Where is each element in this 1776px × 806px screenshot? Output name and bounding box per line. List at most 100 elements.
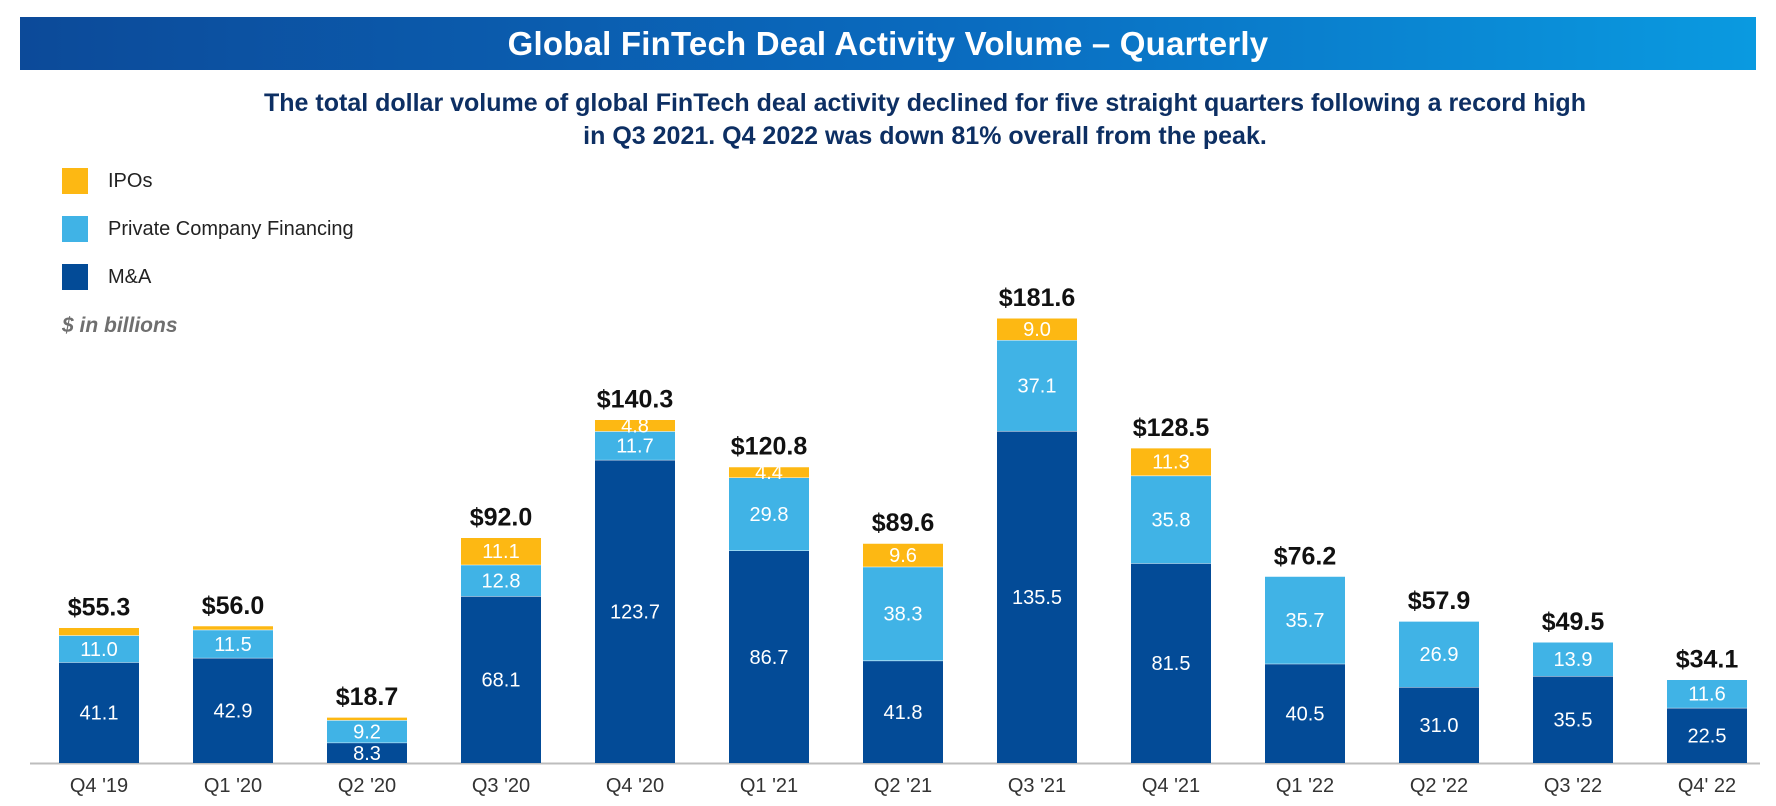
segment-value-label: 135.5 — [1012, 587, 1062, 609]
bar-segment-m-a — [1667, 707, 1747, 763]
legend-label-ma: M&A — [108, 265, 152, 288]
segment-value-label: 41.8 — [884, 702, 923, 724]
bar-segment-private-company-financing — [193, 629, 273, 658]
x-tick-label: Q1 '22 — [1276, 775, 1334, 797]
chart-title: Global FinTech Deal Activity Volume – Qu… — [507, 24, 1269, 62]
segment-value-label: 86.7 — [750, 647, 789, 669]
legend-item-ma: M&A — [62, 264, 354, 290]
bar-segment-private-company-financing — [729, 477, 809, 551]
x-tick-label: Q2 '22 — [1410, 775, 1468, 797]
segment-value-label: 9.2 — [353, 721, 381, 743]
legend-swatch-private-financing — [62, 216, 88, 242]
bar-segment-m-a — [461, 596, 541, 763]
bar-segment-private-company-financing — [59, 635, 139, 663]
x-tick-label: Q4' 22 — [1678, 775, 1736, 797]
bar-segment-private-company-financing — [461, 564, 541, 597]
segment-value-label: 12.8 — [482, 570, 521, 592]
segment-value-label: 29.8 — [750, 504, 789, 526]
segment-value-label: 11.3 — [1152, 452, 1189, 474]
segment-value-label: 11.1 — [482, 541, 519, 563]
bar-segment-ipos — [595, 419, 675, 432]
legend: IPOs Private Company Financing M&A — [62, 168, 354, 312]
bar-segment-private-company-financing — [327, 720, 407, 743]
bar-total-label: $128.5 — [1133, 414, 1210, 442]
x-tick-label: Q3 '20 — [472, 775, 530, 797]
bar-total-label: $92.0 — [470, 504, 533, 532]
bar-total-label: $49.5 — [1542, 608, 1605, 636]
segment-value-label: 11.0 — [80, 639, 117, 661]
bar-total-label: $76.2 — [1274, 542, 1337, 570]
segment-value-label: 11.6 — [1688, 684, 1725, 706]
legend-label-private-financing: Private Company Financing — [108, 217, 354, 240]
segment-value-label: 13.9 — [1554, 649, 1593, 671]
segment-value-label: 9.0 — [1023, 319, 1051, 341]
legend-swatch-ipos — [62, 168, 88, 194]
legend-label-ipos: IPOs — [108, 169, 153, 192]
x-tick-label: Q4 '19 — [70, 775, 128, 797]
bar-segment-m-a — [1533, 676, 1613, 763]
bar-segment-m-a — [193, 657, 273, 763]
legend-swatch-ma — [62, 264, 88, 290]
bar-segment-private-company-financing — [863, 566, 943, 661]
bar-total-label: $56.0 — [202, 592, 265, 620]
bar-segment-m-a — [1131, 563, 1211, 763]
bar-segment-ipos — [193, 625, 273, 630]
segment-value-label: 35.5 — [1554, 710, 1593, 732]
legend-item-private-financing: Private Company Financing — [62, 216, 354, 242]
segment-value-label: 11.7 — [616, 436, 653, 458]
bar-segment-private-company-financing — [1667, 679, 1747, 708]
bar-total-label: $18.7 — [336, 683, 399, 711]
bar-segment-private-company-financing — [997, 340, 1077, 431]
segment-value-label: 38.3 — [884, 604, 923, 626]
bar-segment-m-a — [863, 660, 943, 763]
bar-segment-ipos — [863, 543, 943, 567]
segment-value-label: 42.9 — [214, 700, 253, 722]
bar-segment-m-a — [729, 550, 809, 763]
segment-value-label: 31.0 — [1420, 715, 1459, 737]
segment-value-label: 8.3 — [353, 743, 381, 765]
segment-value-label: 35.8 — [1152, 509, 1191, 531]
bar-segment-ipos — [997, 318, 1077, 341]
legend-item-ipos: IPOs — [62, 168, 354, 194]
bar-total-label: $120.8 — [731, 433, 808, 461]
segment-value-label: 123.7 — [610, 601, 660, 623]
x-tick-label: Q1 '21 — [740, 775, 798, 797]
chart-subtitle: The total dollar volume of global FinTec… — [264, 89, 1586, 150]
segment-value-label: 11.5 — [214, 634, 251, 656]
chart-title-banner: Global FinTech Deal Activity Volume – Qu… — [20, 17, 1756, 70]
bar-segment-m-a — [1265, 663, 1345, 763]
bar-segment-ipos — [1131, 447, 1211, 476]
units-note: $ in billions — [62, 314, 178, 337]
bar-segment-private-company-financing — [595, 431, 675, 460]
bar-segment-private-company-financing — [1265, 576, 1345, 664]
bar-segment-m-a — [59, 662, 139, 763]
segment-value-label: 22.5 — [1688, 725, 1727, 747]
x-tick-label: Q3 '22 — [1544, 775, 1602, 797]
bar-segment-private-company-financing — [1131, 475, 1211, 564]
bar-total-label: $140.3 — [597, 385, 673, 413]
x-tick-label: Q4 '20 — [606, 775, 664, 797]
bar-segment-ipos — [729, 466, 809, 478]
segment-value-label: 4.8 — [621, 415, 649, 437]
bar-segment-m-a — [1399, 687, 1479, 763]
segment-value-label: 37.1 — [1018, 376, 1057, 398]
x-tick-label: Q2 '20 — [338, 775, 396, 797]
segment-value-label: 4.4 — [755, 462, 783, 484]
x-tick-label: Q4 '21 — [1142, 775, 1200, 797]
bar-segment-private-company-financing — [1399, 621, 1479, 688]
bar-total-label: $57.9 — [1408, 587, 1471, 615]
bar-segment-ipos — [461, 537, 541, 565]
bar-segment-ipos — [59, 627, 139, 636]
x-tick-label: Q1 '20 — [204, 775, 262, 797]
segment-value-label: 26.9 — [1420, 644, 1459, 666]
segment-value-label: 35.7 — [1286, 610, 1325, 632]
bar-segment-private-company-financing — [1533, 641, 1613, 677]
segment-value-label: 41.1 — [80, 703, 119, 725]
bar-segment-ipos — [327, 717, 407, 721]
x-tick-label: Q2 '21 — [874, 775, 932, 797]
bar-segment-m-a — [327, 742, 407, 763]
bar-total-label: $55.3 — [68, 593, 131, 621]
bar-segment-m-a — [595, 459, 675, 763]
bar-total-label: $181.6 — [999, 284, 1075, 312]
